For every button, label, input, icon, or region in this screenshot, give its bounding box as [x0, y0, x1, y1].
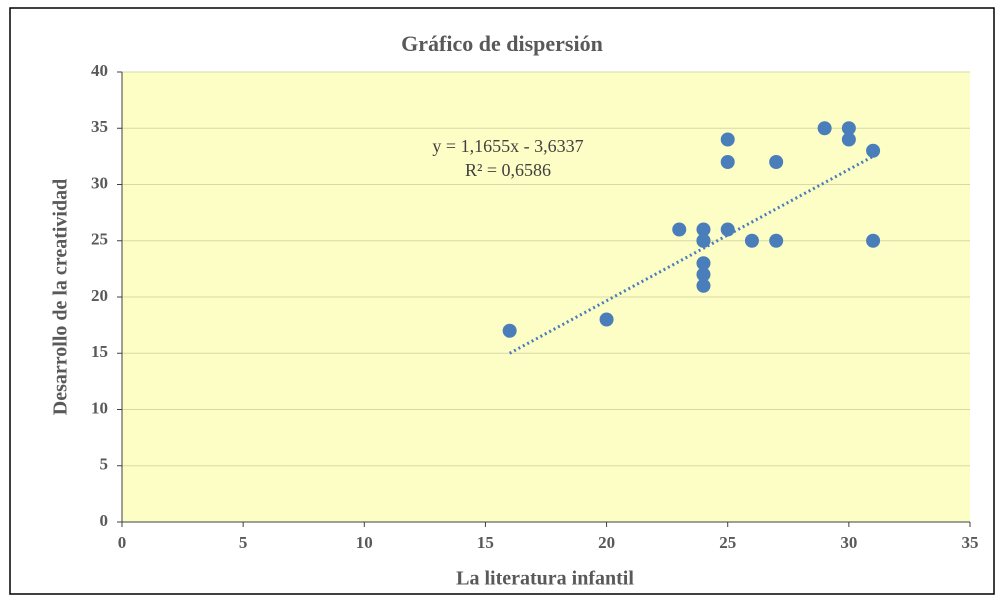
- x-tick-label: 0: [118, 533, 127, 552]
- point: [720, 132, 735, 147]
- point: [866, 143, 881, 158]
- point: [769, 155, 784, 169]
- y-tick-label: 20: [91, 286, 108, 305]
- point: [696, 233, 711, 248]
- point: [599, 312, 614, 327]
- point: [696, 222, 711, 237]
- y-tick-label: 10: [91, 398, 108, 417]
- x-tick-label: 30: [840, 533, 857, 552]
- trendline-r-squared: R² = 0,6586: [465, 160, 551, 180]
- x-axis-label: La literatura infantil: [456, 568, 634, 590]
- trendline-equation: y = 1,1655x - 3,6337: [432, 136, 583, 156]
- y-tick-label: 0: [100, 511, 109, 530]
- y-tick-label: 25: [91, 230, 108, 249]
- y-tick-label: 30: [91, 173, 108, 192]
- point: [841, 121, 856, 136]
- chart-title: Gráfico de dispersión: [401, 31, 603, 56]
- point: [841, 132, 856, 147]
- point: [696, 267, 711, 282]
- point: [696, 256, 711, 271]
- point: [672, 222, 687, 237]
- y-tick-label: 35: [91, 117, 108, 136]
- x-tick-label: 5: [239, 533, 248, 552]
- x-tick-label: 10: [356, 533, 373, 552]
- x-tick-label: 15: [477, 533, 494, 552]
- point: [817, 121, 832, 136]
- point: [744, 233, 759, 248]
- y-tick-label: 5: [100, 455, 109, 474]
- point: [720, 155, 735, 169]
- point: [720, 222, 735, 237]
- point: [769, 233, 784, 248]
- point: [866, 233, 881, 248]
- point: [502, 323, 517, 338]
- x-tick-label: 20: [598, 533, 615, 552]
- x-tick-label: 25: [719, 533, 736, 552]
- y-tick-label: 15: [91, 342, 108, 361]
- x-tick-label: 35: [962, 533, 979, 552]
- y-tick-label: 40: [91, 61, 108, 80]
- point: [696, 278, 711, 293]
- trendline: [508, 155, 874, 355]
- y-axis-label: Desarrollo de la creatividad: [50, 179, 72, 415]
